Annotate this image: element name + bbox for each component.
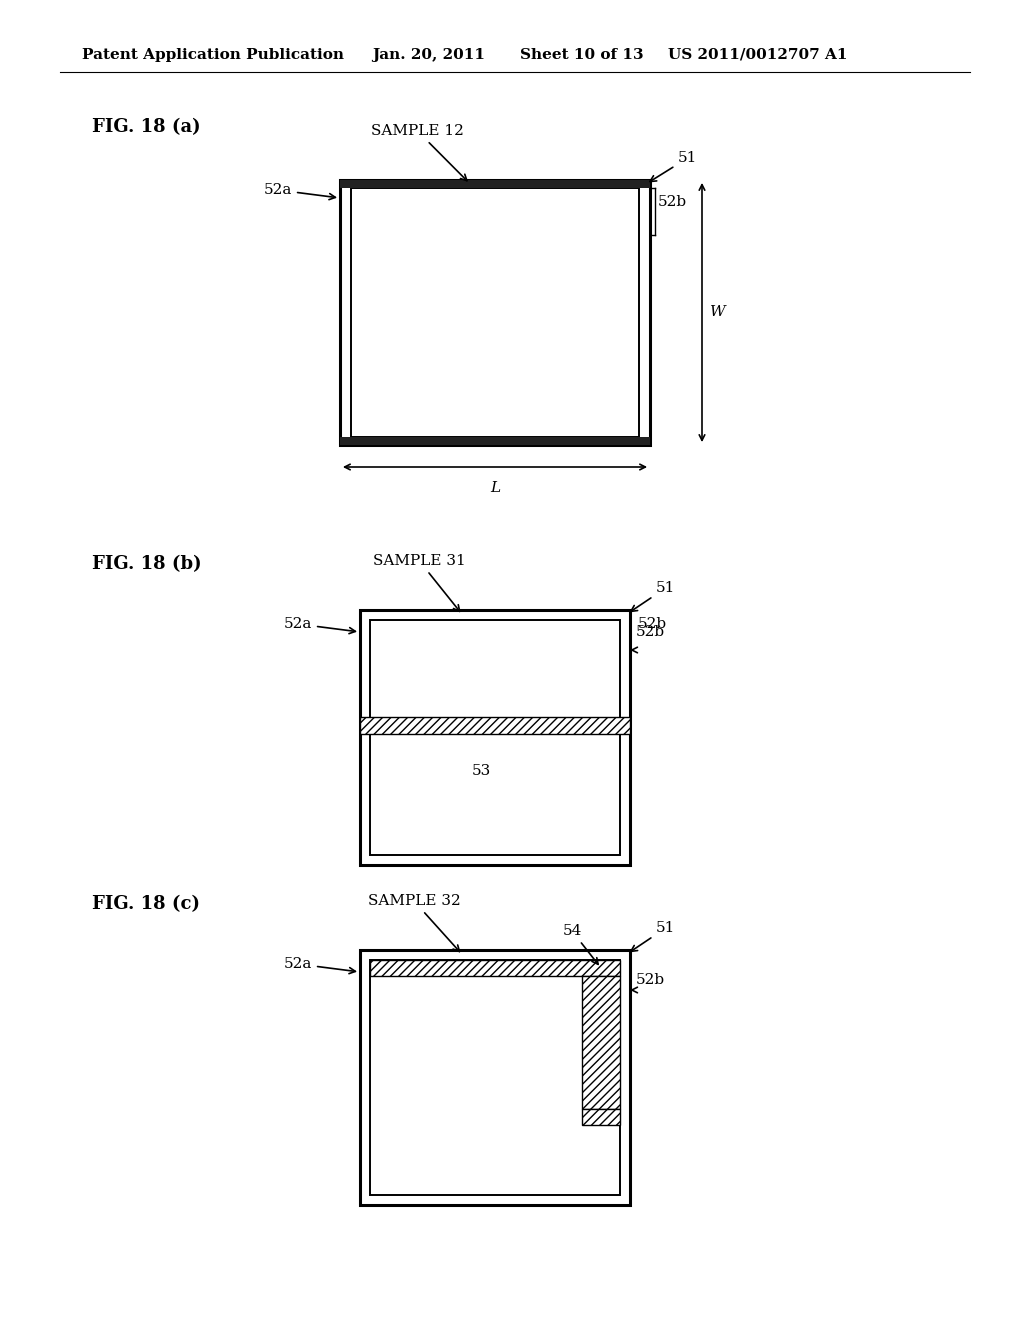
Text: FIG. 18 (a): FIG. 18 (a) [92, 117, 201, 136]
Text: SAMPLE 32: SAMPLE 32 [368, 894, 461, 952]
Text: W: W [710, 305, 726, 319]
Bar [360, 950, 630, 1205]
Text: 51: 51 [631, 921, 676, 952]
Text: 52b: 52b [630, 616, 667, 632]
Text: Sheet 10 of 13: Sheet 10 of 13 [520, 48, 644, 62]
Bar [360, 610, 630, 865]
Bar [360, 717, 630, 734]
Text: 52a: 52a [263, 183, 336, 199]
Text: 52a: 52a [284, 616, 355, 634]
Text: 52b: 52b [636, 624, 666, 639]
Bar [370, 960, 620, 1195]
Bar [582, 975, 620, 1109]
Bar [370, 960, 620, 975]
Bar [582, 1109, 620, 1125]
Text: FIG. 18 (b): FIG. 18 (b) [92, 554, 202, 573]
Text: 52b: 52b [636, 973, 666, 987]
Text: Patent Application Publication: Patent Application Publication [82, 48, 344, 62]
Text: US 2011/0012707 A1: US 2011/0012707 A1 [668, 48, 848, 62]
Text: SAMPLE 12: SAMPLE 12 [371, 124, 467, 181]
Text: L: L [489, 480, 500, 495]
Bar [370, 620, 620, 855]
Text: Jan. 20, 2011: Jan. 20, 2011 [372, 48, 485, 62]
Text: 54: 54 [562, 924, 598, 965]
Text: 51: 51 [650, 150, 697, 182]
Text: SAMPLE 31: SAMPLE 31 [373, 554, 466, 611]
Text: 52b: 52b [658, 195, 687, 209]
Text: 52a: 52a [284, 957, 355, 974]
Text: FIG. 18 (c): FIG. 18 (c) [92, 895, 200, 913]
Bar [340, 180, 650, 187]
Bar [340, 437, 650, 445]
Text: 53: 53 [472, 764, 492, 777]
Bar [351, 187, 639, 437]
Bar [340, 180, 650, 445]
Text: 51: 51 [631, 581, 676, 611]
